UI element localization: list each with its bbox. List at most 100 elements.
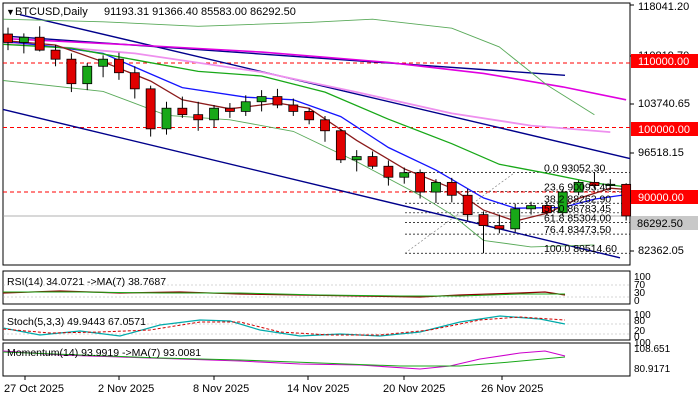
candle-body: [34, 36, 45, 51]
candle-body: [320, 119, 330, 132]
candle-body: [510, 208, 521, 230]
price-tick: 118041.20: [638, 1, 689, 13]
candle-body: [589, 181, 600, 186]
chart-header-arrow-icon: ▼: [6, 7, 15, 17]
momentum-ma-line: [2, 351, 566, 367]
ma-magenta-line: [3, 37, 627, 101]
candle-body: [431, 181, 441, 193]
candle-body: [526, 205, 536, 210]
chart-ohlc-values: 91193.31 91366.40 85583.00 86292.50: [104, 6, 296, 18]
bollinger-upper-line: [3, 18, 595, 116]
ma-pink-line: [3, 41, 611, 133]
date-tick: 2 Nov 2025: [98, 383, 154, 395]
candle-body: [224, 107, 235, 112]
stoch-label: Stoch(5,3,3) 49.9443 67.0571: [7, 316, 146, 328]
rsi-scale: 100 70 30 0: [634, 272, 651, 307]
fib-level-label: 61.8 85304.00: [544, 212, 611, 224]
stoch-tick: 20: [634, 326, 646, 337]
candle-body: [478, 214, 489, 226]
fib-level-label: 76.4 83473.50: [544, 224, 611, 236]
ma-green-line: [3, 43, 627, 188]
date-tick: 8 Nov 2025: [193, 383, 249, 395]
rsi-tick: 30: [634, 288, 646, 299]
candle-body: [161, 107, 172, 130]
stoch-panel-frame: [2, 309, 631, 341]
candle-body: [82, 65, 93, 85]
momentum-tick: 80.9171: [634, 364, 671, 375]
candle-body: [177, 107, 188, 116]
candle-body: [66, 58, 77, 85]
date-tick: 27 Oct 2025: [4, 383, 64, 395]
rsi-tick: 100: [634, 272, 651, 283]
price-tick: 82362.05: [638, 245, 684, 257]
candle-body: [335, 130, 346, 161]
stoch-signal-line: [2, 316, 566, 336]
candle-body: [367, 156, 378, 167]
date-axis: 27 Oct 2025 2 Nov 2025 8 Nov 2025 14 Nov…: [4, 383, 543, 395]
level-tag-110000: [631, 54, 698, 68]
price-tick: 103740.65: [638, 98, 690, 110]
stoch-scale: 100 80 20 0: [634, 310, 651, 343]
momentum-label: Momentum(14) 93.9919 ->MA(7) 93.0081: [7, 347, 201, 359]
candle-body: [557, 191, 568, 214]
candle-body: [462, 194, 473, 216]
candle-body: [240, 101, 251, 112]
candle-body: [605, 183, 616, 186]
date-tick: 14 Nov 2025: [287, 383, 349, 395]
momentum-tick: 108.651: [634, 344, 671, 355]
fib-level-label: 0.0 93052.30: [544, 162, 605, 174]
candle-body: [415, 172, 426, 193]
rsi-panel-frame: [2, 270, 631, 305]
candle-body: [304, 111, 315, 121]
momentum-scale: 108.651 100 80.9171: [634, 338, 671, 375]
candle-body: [399, 172, 410, 178]
level-label-90000: 90000.00: [638, 192, 684, 204]
indicator-lines-layer: [2, 284, 630, 370]
level-label-110000: 110000.00: [638, 56, 689, 68]
candle-body: [209, 107, 219, 121]
candle-body: [3, 33, 13, 43]
level-tag-100000: [631, 122, 698, 136]
momentum-panel-frame: [2, 342, 631, 377]
rsi-label: RSI(14) 34.0721 ->MA(7) 38.7687: [7, 276, 166, 288]
channel-upper-line: [19, 13, 631, 160]
level-label-100000: 100000.00: [638, 124, 690, 136]
horizontal-levels-layer: [3, 62, 630, 217]
candle-body: [621, 183, 632, 217]
candle-body: [114, 58, 124, 74]
candle-body: [50, 49, 61, 60]
candle-body: [145, 88, 156, 130]
momentum-tick: 100: [634, 338, 651, 349]
candles-layer: [3, 26, 632, 254]
candle-body: [256, 96, 267, 103]
date-tick: 20 Nov 2025: [383, 383, 445, 395]
rsi-tick: 0: [634, 296, 640, 307]
candle-body: [446, 181, 457, 196]
level-tag-90000: [631, 190, 698, 204]
price-tick: 96518.15: [638, 147, 684, 159]
main-panel-frame: [2, 2, 631, 266]
candle-body: [272, 96, 283, 106]
candle-body: [18, 36, 29, 43]
stoch-tick: 80: [634, 316, 646, 327]
date-tick: 26 Nov 2025: [481, 383, 543, 395]
fib-level-label: 50.0 86783.45: [544, 203, 611, 215]
fib-level-label: 38.2 88262.90: [544, 193, 611, 205]
fib-level-label: 100.0 80514.60: [544, 243, 617, 255]
channel-lower-line: [2, 108, 621, 259]
rsi-tick: 70: [634, 280, 646, 291]
rsi-ma-line: [3, 291, 565, 297]
stoch-main-line: [2, 315, 566, 337]
candle-body: [98, 58, 108, 67]
candle-body: [288, 104, 299, 112]
candle-body: [542, 205, 552, 214]
stoch-tick: 100: [634, 310, 651, 321]
candle-body: [494, 225, 505, 230]
fibonacci-layer: [404, 172, 630, 254]
fib-trend-line: [404, 172, 516, 254]
current-price-tag: [631, 216, 698, 230]
current-price-label: 86292.50: [637, 218, 683, 230]
candle-body: [351, 156, 362, 161]
